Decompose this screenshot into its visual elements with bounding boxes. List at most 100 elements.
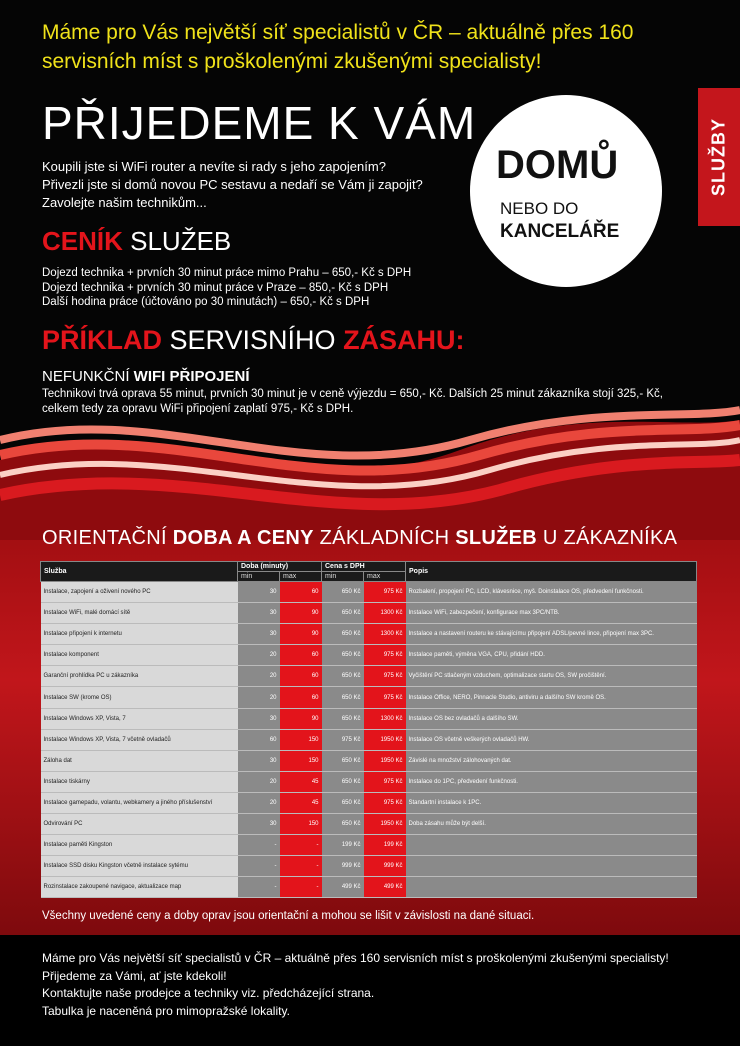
service-cell: Instalace komponent [40,644,238,667]
price-max-cell: 1300 Kč [363,602,406,625]
sub-part: WIFI PŘIPOJENÍ [133,368,250,385]
desc-cell: Vyčištění PC stlačeným vzduchem, optimal… [405,665,697,688]
price-max-cell: 975 Kč [363,792,406,815]
sub-part: NEFUNKČNÍ [42,368,134,385]
side-tab: SLUŽBY [698,88,740,226]
heading-part: PŘÍKLAD [42,325,162,355]
service-cell: Instalace tiskárny [40,771,238,793]
badge-line: KANCELÁŘE [500,221,620,242]
time-min-cell: 30 [237,750,280,772]
price-min-cell: 650 Kč [321,708,364,730]
side-tab-label: SLUŽBY [708,118,729,196]
headline: Máme pro Vás největší síť specialistů v … [42,21,634,73]
heading-bold: CENÍK [42,226,123,256]
time-max-cell: - [279,855,322,878]
price-min-cell: 650 Kč [321,644,364,667]
table-row: Instalace tiskárny 20 45 650 Kč 975 Kč Instal… [40,771,697,793]
page-title: PŘIJEDEME K VÁM [42,97,477,149]
service-cell: Instalace SW (krome OS) [40,686,238,709]
price-max-cell: 199 Kč [363,834,406,857]
col-service: Služba [40,561,238,582]
desc-cell [405,876,697,899]
price-min-cell: 650 Kč [321,602,364,625]
service-cell: Instalace paměti Kingston [40,834,238,857]
desc-cell [405,834,697,857]
price-min-cell: 650 Kč [321,792,364,815]
desc-cell: Instalace do 1PC, předvedení funkčnosti. [405,771,697,793]
price-max-cell: 1300 Kč [363,623,406,646]
price-line: Dojezd technika + prvních 30 minut práce… [42,281,389,294]
price-min-cell: 650 Kč [321,813,364,836]
footer-line: Tabulka je naceněná pro mimopražské loka… [42,1003,290,1018]
wave-decoration [0,406,740,540]
service-cell: Instalace, zapojení a oživení nového PC [40,581,238,604]
time-max-cell: 45 [279,792,322,815]
table-row: Instalace SW (krome OS) 20 60 650 Kč 975 Kč I… [40,686,697,709]
heading-rest: SLUŽEB [122,226,232,256]
intro-line: Koupili jste si WiFi router a nevíte si … [42,159,386,174]
price-min-cell: 975 Kč [321,729,364,751]
title-part: ORIENTAČNÍ [42,527,173,549]
heading-part: ZÁSAHU: [343,325,465,355]
col-max: max [363,571,406,582]
title-part: DOBA A CENY [172,527,314,549]
price-max-cell: 499 Kč [363,876,406,899]
time-min-cell: 20 [237,686,280,709]
desc-cell: Rozbalení, propojení PC, LCD, klávesnice… [405,581,697,604]
price-max-cell: 1950 Kč [363,729,406,751]
price-max-cell: 975 Kč [363,581,406,604]
desc-cell: Instalace Office, NERO, Pinnacle Studio,… [405,686,697,709]
pricing-heading: CENÍK SLUŽEB [42,226,231,257]
badge-line: NEBO DO [500,199,579,218]
price-min-cell: 650 Kč [321,581,364,604]
price-max-cell: 1950 Kč [363,813,406,836]
footer: Máme pro Vás největší síť specialistů v … [42,950,669,1020]
time-min-cell: 30 [237,581,280,604]
price-max-cell: 975 Kč [363,771,406,793]
col-desc: Popis [405,561,697,582]
col-max: max [279,571,322,582]
table-row: Instalace Windows XP, Vista, 7 30 90 650 Kč… [40,708,697,730]
time-min-cell: 20 [237,644,280,667]
price-max-cell: 975 Kč [363,644,406,667]
price-min-cell: 999 Kč [321,855,364,878]
table-row: Instalace paměti Kingston - -199 Kč 199 Kč [40,834,697,857]
table-row: Instalace připojení k internetu 30 90 650 K… [40,623,697,646]
service-cell: Instalace připojení k internetu [40,623,238,646]
price-min-cell: 199 Kč [321,834,364,857]
footer-line: Máme pro Vás největší síť specialistů v … [42,951,669,965]
intro-line: Zavolejte našim technikům... [42,195,207,210]
table-row: Instalace komponent 20 60 650 Kč 975 Kč Insta… [40,644,697,667]
service-cell: Garanční prohlídka PC u zákazníka [40,665,238,688]
time-max-cell: 150 [279,813,322,836]
time-max-cell: 60 [279,581,322,604]
table-row: Instalace Windows XP, Vista, 7 včetně ov… [40,729,697,751]
desc-cell: Instalace paměti, výměna VGA, CPU, přidá… [405,644,697,667]
price-max-cell: 1300 Kč [363,708,406,730]
time-max-cell: 150 [279,750,322,772]
example-subheading: NEFUNKČNÍ WIFI PŘIPOJENÍ [42,368,250,385]
time-max-cell: - [279,876,322,899]
table-note: Všechny uvedené ceny a doby oprav jsou o… [42,910,535,922]
col-min: min [237,571,280,582]
time-max-cell: 60 [279,686,322,709]
col-time: Doba (minuty) [237,561,322,572]
price-max-cell: 975 Kč [363,686,406,709]
price-max-cell: 999 Kč [363,855,406,878]
desc-cell: Závislé na množství zálohovaných dat. [405,750,697,772]
desc-cell: Standartní instalace k 1PC. [405,792,697,815]
price-min-cell: 650 Kč [321,623,364,646]
time-max-cell: 60 [279,665,322,688]
service-cell: Instalace Windows XP, Vista, 7 včetně ov… [40,729,238,751]
price-max-cell: 1950 Kč [363,750,406,772]
table-row: Záloha dat 30 150 650 Kč 1950 Kč Závislé na m… [40,750,697,772]
services-table: Služba Doba (minuty) Cena s DPH Popis mi… [40,561,697,899]
time-max-cell: 150 [279,729,322,751]
example-heading: PŘÍKLAD SERVISNÍHO ZÁSAHU: [42,325,465,356]
table-row: Instalace WiFi, malé domácí sítě 30 90 650 … [40,602,697,625]
time-min-cell: - [237,855,280,878]
table-row: Instalace, zapojení a oživení nového PC 3… [40,581,697,604]
time-min-cell: 20 [237,792,280,815]
home-office-badge: DOMŮ NEBO DO KANCELÁŘE [470,95,662,287]
time-max-cell: 60 [279,644,322,667]
